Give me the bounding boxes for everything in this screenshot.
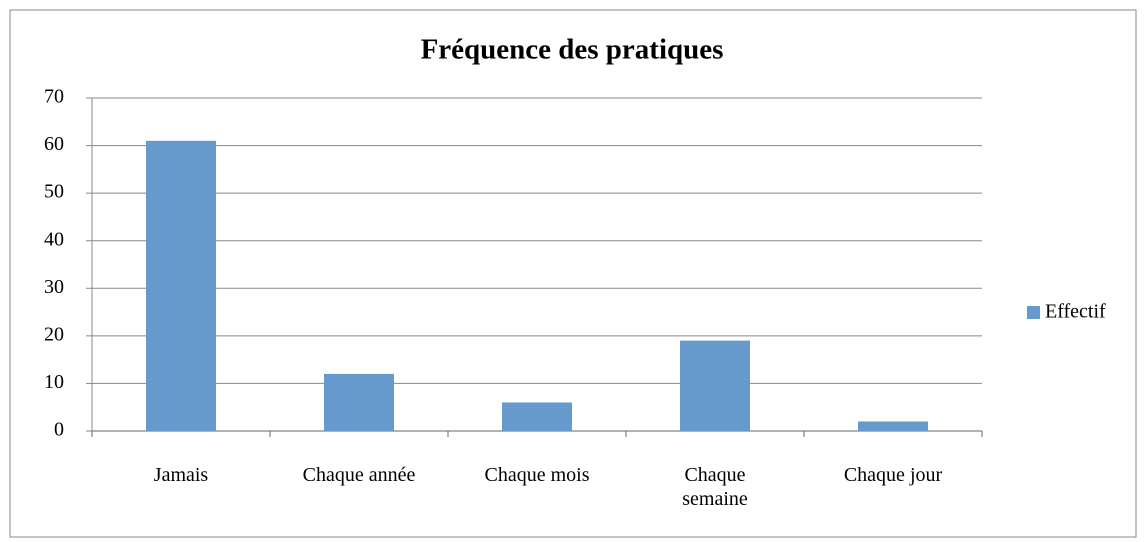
bar bbox=[502, 402, 572, 431]
y-tick-label: 0 bbox=[54, 419, 64, 441]
y-tick-label: 10 bbox=[44, 371, 64, 393]
legend-swatch bbox=[1027, 306, 1040, 319]
x-tick-label: Jamais bbox=[153, 464, 209, 486]
y-tick-label: 60 bbox=[44, 133, 64, 155]
bar bbox=[858, 421, 928, 431]
legend-label: Effectif bbox=[1045, 301, 1106, 323]
bar bbox=[146, 140, 216, 432]
y-tick-label: 20 bbox=[44, 323, 64, 345]
y-tick-label: 70 bbox=[44, 86, 64, 108]
y-tick-label: 40 bbox=[44, 228, 64, 250]
x-tick-label: Chaque année bbox=[302, 464, 416, 486]
bar bbox=[680, 340, 750, 431]
y-tick-label: 30 bbox=[44, 276, 64, 298]
x-tick-label: Chaque semaine bbox=[682, 464, 748, 510]
y-tick-label: 50 bbox=[44, 181, 64, 203]
x-tick-label: Chaque jour bbox=[843, 464, 943, 486]
chart-title: Fréquence des pratiques bbox=[421, 34, 724, 66]
bar bbox=[324, 373, 394, 431]
x-tick-label: Chaque mois bbox=[484, 464, 590, 486]
